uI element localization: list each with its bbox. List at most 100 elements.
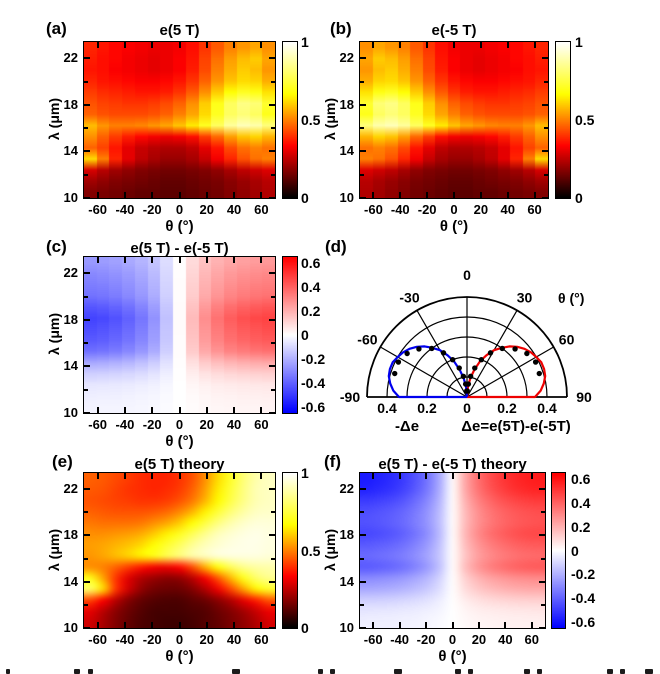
panel-c-heatmap-canvas xyxy=(83,256,276,414)
panel-a-x-tick-mark xyxy=(123,42,126,48)
panel-e-x-tick-label: 60 xyxy=(254,632,269,647)
panel-a-y-tick-label: 22 xyxy=(63,50,78,66)
panel-a-y-tick-mark xyxy=(84,197,90,199)
panel-e-y-tick-mark xyxy=(84,534,90,537)
delta-e-data-point xyxy=(487,350,494,356)
panel-b-x-tick-mark xyxy=(372,192,375,198)
panel-f-y-tick-mark xyxy=(360,488,366,491)
panel-c-x-tick-label: -20 xyxy=(142,417,162,432)
panel-b-x-tick-mark xyxy=(426,42,429,48)
polar-angle-tick-label: 0 xyxy=(463,267,471,283)
panel-f-y-tick-label: 10 xyxy=(339,620,354,635)
panel-c-x-tick-label: 60 xyxy=(254,417,269,432)
panel-a-x-tick-label: -20 xyxy=(142,202,162,217)
polar-plot-svg: -90 -60 -30 0 30 60 90 0.4 0.2 0 0.2 0.4 θ (°) -Δe Δe=… xyxy=(340,267,592,435)
panel-a-title: e(5 T) xyxy=(159,22,200,39)
polar-radial-tick-label: 0.4 xyxy=(537,400,557,416)
delta-e-data-point xyxy=(404,350,410,357)
caption-letter-top-mark xyxy=(524,669,530,674)
delta-e-data-point xyxy=(512,346,518,352)
panel-c-x-tick-label: -60 xyxy=(88,417,108,432)
panel-f-x-tick-mark xyxy=(477,622,480,628)
panel-e-x-tick-mark xyxy=(205,473,208,479)
panel-a-x-tick-mark xyxy=(205,42,208,48)
panel-f-y-minor-tick-mark xyxy=(541,557,545,560)
polar-angle-tick-label: -90 xyxy=(340,389,360,405)
panel-a-x-tick-label: 60 xyxy=(254,202,269,217)
caption-letter-top-mark xyxy=(88,669,93,674)
panel-f-x-tick-label: -20 xyxy=(416,632,436,647)
panel-a-x-tick-mark xyxy=(151,42,154,48)
panel-e-x-tick-mark xyxy=(233,622,236,628)
panel-e-title: e(5 T) theory xyxy=(134,456,225,473)
caption-letter-top-mark xyxy=(455,669,461,674)
delta-e-data-point xyxy=(467,373,474,380)
panel-b-colorbar-tick-label: 0.5 xyxy=(575,112,595,128)
delta-e-data-point xyxy=(499,345,505,352)
panel-f-yaxis-label: λ (μm) xyxy=(322,528,338,571)
polar-radial-tick-label: 0.2 xyxy=(417,400,437,416)
panel-e-y-minor-tick-mark xyxy=(84,511,88,514)
delta-e-data-point xyxy=(429,345,435,352)
panel-f-colorbar-tick-label: 0.2 xyxy=(571,518,591,535)
panel-a-y-tick-label: 18 xyxy=(63,96,78,112)
panel-c-y-tick-mark xyxy=(84,272,90,275)
delta-e-data-point xyxy=(478,356,485,363)
polar-angle-tick-label: 30 xyxy=(517,289,533,305)
panel-a-y-minor-tick-mark xyxy=(84,80,88,83)
delta-e-data-point xyxy=(524,350,530,357)
panel-f-x-tick-mark xyxy=(451,622,454,628)
panel-f-x-tick-mark xyxy=(425,622,428,628)
panel-c-colorbar-tick-label: -0.2 xyxy=(301,351,326,367)
panel-f-x-tick-mark xyxy=(372,622,375,628)
panel-f-y-tick-mark xyxy=(360,534,366,537)
panel-b-x-tick-mark xyxy=(399,42,402,48)
panel-c-colorbar-tick-label: 0.6 xyxy=(301,255,321,271)
delta-e-data-point xyxy=(456,365,462,371)
panel-f-x-tick-mark xyxy=(398,622,401,628)
panel-b-y-tick-mark xyxy=(360,103,366,106)
delta-e-data-point xyxy=(472,365,478,371)
panel-a-x-tick-mark xyxy=(96,42,99,48)
panel-a-x-tick-mark xyxy=(205,192,208,198)
panel-b-y-tick-label: 10 xyxy=(339,190,354,205)
panel-b-x-tick-label: 20 xyxy=(473,202,489,217)
panel-c-colorbar-canvas xyxy=(282,256,298,414)
panel-f-y-minor-tick-mark xyxy=(360,603,364,606)
panel-e-x-tick-label: 20 xyxy=(199,632,215,647)
panel-f-colorbar-tick-label: 0.4 xyxy=(571,494,591,511)
panel-a-x-tick-mark xyxy=(233,192,236,198)
panel-c-x-tick-mark xyxy=(151,407,154,413)
panel-e-colorbar-canvas xyxy=(282,472,298,629)
panel-b-y-minor-tick-mark xyxy=(360,127,364,130)
panel-c-x-tick-label: 20 xyxy=(199,417,215,432)
panel-c-y-tick-mark xyxy=(84,365,90,368)
panel-c-x-tick-mark xyxy=(178,407,181,413)
panel-e-y-tick-mark xyxy=(269,580,275,583)
caption-letter-top-mark xyxy=(607,669,613,674)
panel-f-y-tick-label: 22 xyxy=(339,481,354,497)
panel-b-y-tick-mark xyxy=(542,57,548,60)
polar-theta-axis-label: θ (°) xyxy=(558,290,584,306)
delta-e-data-point xyxy=(395,359,402,365)
panel-a-y-tick-mark xyxy=(269,150,275,153)
caption-letter-top-mark xyxy=(468,669,473,674)
panel-a-x-tick-label: 0 xyxy=(175,202,184,217)
panel-e-x-tick-mark xyxy=(123,622,126,628)
panel-c-x-tick-mark xyxy=(151,257,154,263)
panel-e-x-tick-mark xyxy=(151,473,154,479)
panel-a-x-tick-mark xyxy=(151,192,154,198)
panel-f-x-tick-mark xyxy=(504,473,507,479)
panel-a-x-tick-label: 20 xyxy=(199,202,215,217)
panel-c-y-tick-label: 14 xyxy=(63,358,78,374)
panel-a-xaxis-label: θ (°) xyxy=(165,218,194,235)
panel-e-y-tick-mark xyxy=(84,627,90,629)
panel-c-y-tick-mark xyxy=(269,272,275,275)
panel-b-x-tick-mark xyxy=(533,192,536,198)
polar-angle-tick-label: -30 xyxy=(399,289,419,305)
panel-b-x-tick-label: 40 xyxy=(500,202,515,217)
panel-f-x-tick-label: -60 xyxy=(363,632,383,647)
panel-a-y-tick-mark xyxy=(269,103,275,106)
panel-e-x-tick-mark xyxy=(151,622,154,628)
